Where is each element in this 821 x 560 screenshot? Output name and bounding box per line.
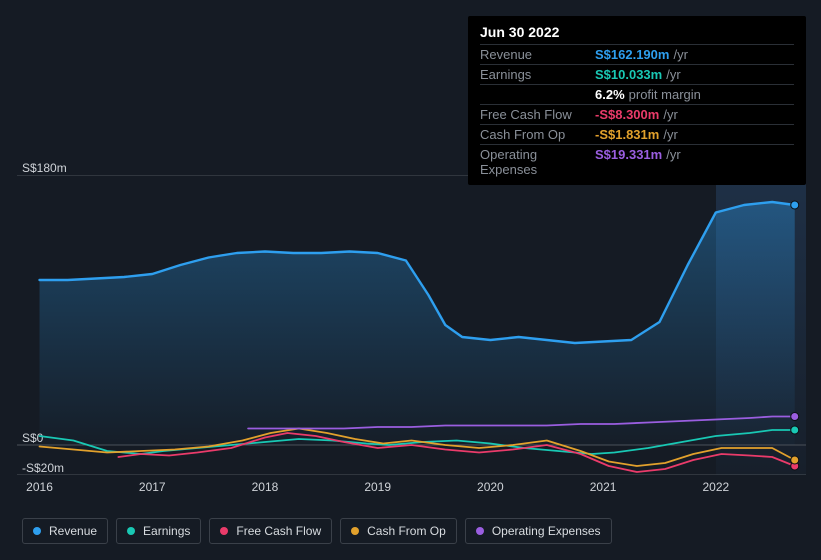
legend-swatch-icon xyxy=(33,527,41,535)
chart-tooltip: Jun 30 2022 RevenueS$162.190m/yrEarnings… xyxy=(468,16,806,185)
tooltip-rows: RevenueS$162.190m/yrEarningsS$10.033m/yr… xyxy=(480,44,794,179)
series-end-marker-earnings xyxy=(791,426,799,434)
legend-swatch-icon xyxy=(476,527,484,535)
tooltip-label: Cash From Op xyxy=(480,127,595,142)
legend-item-revenue[interactable]: Revenue xyxy=(22,518,108,544)
plot-area[interactable] xyxy=(17,175,806,475)
tooltip-row: Cash From Op-S$1.831m/yr xyxy=(480,124,794,144)
legend-item-fcf[interactable]: Free Cash Flow xyxy=(209,518,332,544)
series-end-marker-cfo xyxy=(791,456,799,464)
tooltip-suffix: /yr xyxy=(666,67,680,82)
x-axis-label: 2016 xyxy=(26,480,53,494)
x-axis-label: 2020 xyxy=(477,480,504,494)
x-axis-label: 2022 xyxy=(702,480,729,494)
legend-swatch-icon xyxy=(127,527,135,535)
x-axis-label: 2017 xyxy=(139,480,166,494)
tooltip-value: S$10.033m xyxy=(595,67,662,82)
tooltip-date: Jun 30 2022 xyxy=(480,24,794,40)
tooltip-row: 6.2% profit margin xyxy=(480,84,794,104)
tooltip-value: S$19.331m xyxy=(595,147,662,162)
tooltip-row: Operating ExpensesS$19.331m/yr xyxy=(480,144,794,179)
legend-swatch-icon xyxy=(351,527,359,535)
series-end-marker-opex xyxy=(791,413,799,421)
y-axis-label: S$180m xyxy=(22,161,67,175)
tooltip-label: Operating Expenses xyxy=(480,147,595,177)
legend-item-cfo[interactable]: Cash From Op xyxy=(340,518,457,544)
plot-svg xyxy=(17,175,806,475)
legend-label: Cash From Op xyxy=(367,524,446,538)
tooltip-row: EarningsS$10.033m/yr xyxy=(480,64,794,84)
area-fill-revenue xyxy=(40,202,795,445)
legend-item-earnings[interactable]: Earnings xyxy=(116,518,201,544)
tooltip-label: Earnings xyxy=(480,67,595,82)
x-axis-label: 2019 xyxy=(364,480,391,494)
legend-label: Operating Expenses xyxy=(492,524,601,538)
legend-item-opex[interactable]: Operating Expenses xyxy=(465,518,612,544)
legend-label: Revenue xyxy=(49,524,97,538)
tooltip-value: S$162.190m xyxy=(595,47,669,62)
financial-chart: Jun 30 2022 RevenueS$162.190m/yrEarnings… xyxy=(0,0,821,560)
tooltip-value: -S$1.831m xyxy=(595,127,659,142)
tooltip-value: -S$8.300m xyxy=(595,107,659,122)
tooltip-suffix: /yr xyxy=(663,127,677,142)
tooltip-suffix: /yr xyxy=(673,47,687,62)
tooltip-label: Revenue xyxy=(480,47,595,62)
legend-label: Earnings xyxy=(143,524,190,538)
series-end-marker-revenue xyxy=(791,201,799,209)
tooltip-suffix: /yr xyxy=(666,147,680,162)
x-axis-label: 2021 xyxy=(590,480,617,494)
x-axis-labels: 2016 2017 2018 2019 2020 2021 2022 xyxy=(17,480,806,496)
tooltip-suffix: profit margin xyxy=(629,87,701,102)
tooltip-suffix: /yr xyxy=(663,107,677,122)
legend-label: Free Cash Flow xyxy=(236,524,321,538)
tooltip-row: RevenueS$162.190m/yr xyxy=(480,44,794,64)
legend-swatch-icon xyxy=(220,527,228,535)
legend: Revenue Earnings Free Cash Flow Cash From O… xyxy=(22,518,612,544)
tooltip-value: 6.2% xyxy=(595,87,625,102)
tooltip-row: Free Cash Flow-S$8.300m/yr xyxy=(480,104,794,124)
x-axis-label: 2018 xyxy=(252,480,279,494)
tooltip-label: Free Cash Flow xyxy=(480,107,595,122)
